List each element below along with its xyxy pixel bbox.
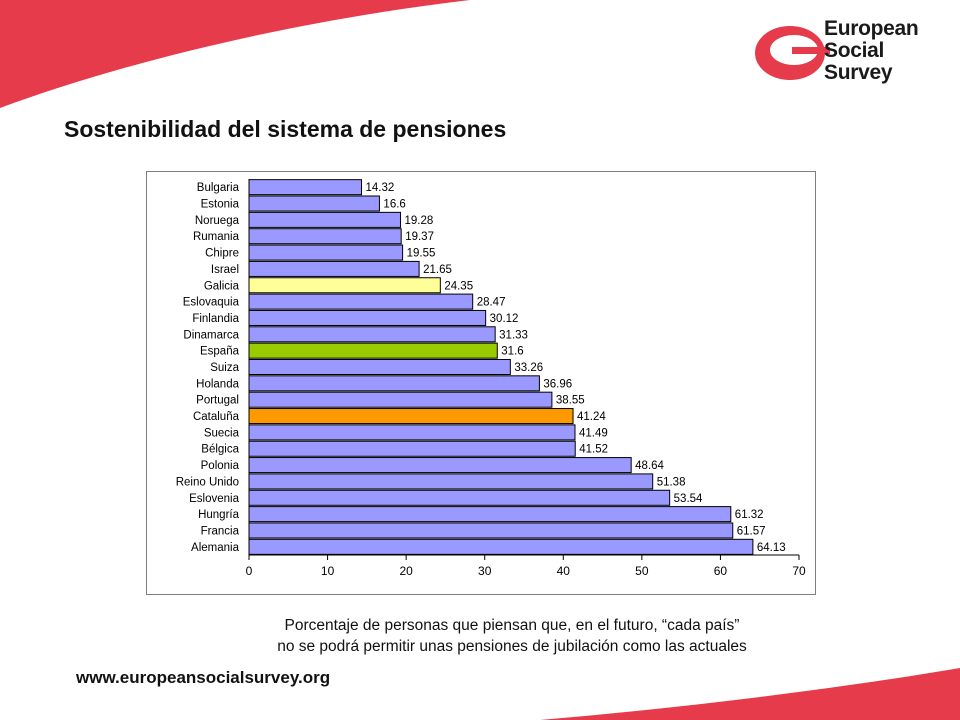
bar-22	[248, 538, 754, 555]
category-label-7: Eslovaquia	[183, 297, 240, 309]
category-label-4: Chipre	[205, 248, 239, 260]
ess-logo-text: European Social Survey	[824, 17, 919, 84]
bar-chart: Bulgaria 14.32 Estonia 16.6 Noruega 19.28 Ruma…	[176, 179, 806, 578]
bar-8	[248, 309, 487, 326]
value-label-19: 53.54	[674, 493, 703, 505]
value-label-11: 33.26	[514, 362, 543, 374]
x-tick-label-1: 10	[321, 564, 335, 578]
footer-swoosh	[540, 668, 960, 720]
category-label-17: Polonia	[201, 460, 240, 472]
bar-14	[248, 408, 574, 425]
bar-20	[248, 506, 732, 523]
value-label-4: 19.55	[407, 248, 436, 260]
bar-0	[248, 179, 363, 196]
bar-21	[248, 522, 734, 539]
caption-line-2: no se podrá permitir unas pensiones de j…	[277, 638, 747, 655]
chart-frame: Bulgaria 14.32 Estonia 16.6 Noruega 19.28 Ruma…	[146, 171, 816, 595]
bar-9	[248, 326, 496, 343]
ess-logo: European Social Survey	[752, 18, 942, 88]
value-label-2: 19.28	[404, 215, 433, 227]
bar-1	[248, 195, 380, 212]
value-label-15: 41.49	[579, 427, 608, 439]
category-label-0: Bulgaria	[197, 182, 240, 194]
bar-5	[248, 260, 420, 277]
category-label-3: Rumania	[193, 231, 240, 243]
category-label-11: Suiza	[210, 362, 239, 374]
value-label-8: 30.12	[490, 313, 519, 325]
logo-line-1: European	[824, 17, 919, 40]
bar-7	[248, 293, 474, 310]
bar-19	[248, 489, 671, 506]
logo-line-2: Social	[824, 39, 885, 62]
bar-16	[248, 440, 576, 457]
bar-18	[248, 473, 654, 490]
category-label-10: España	[200, 346, 240, 358]
value-label-22: 64.13	[757, 542, 786, 554]
category-label-1: Estonia	[201, 199, 240, 211]
bar-3	[248, 228, 402, 245]
category-label-6: Galicia	[204, 280, 240, 292]
bar-10	[248, 342, 498, 359]
value-label-14: 41.24	[577, 411, 606, 423]
bar-2	[248, 211, 401, 228]
value-label-0: 14.32	[366, 182, 395, 194]
category-label-5: Israel	[211, 264, 239, 276]
bar-11	[248, 358, 511, 376]
category-label-8: Finlandia	[192, 313, 239, 325]
bar-15	[248, 424, 576, 441]
category-label-14: Cataluña	[193, 411, 240, 423]
chart-caption: Porcentaje de personas que piensan que, …	[212, 615, 812, 657]
value-label-21: 61.57	[737, 525, 766, 537]
category-label-19: Eslovenia	[189, 493, 239, 505]
category-label-16: Bélgica	[201, 444, 239, 456]
value-label-3: 19.37	[405, 231, 434, 243]
value-label-13: 38.55	[556, 395, 585, 407]
x-tick-label-2: 20	[399, 564, 413, 578]
header-swoosh	[0, 0, 470, 108]
category-label-22: Alemania	[191, 542, 240, 554]
value-label-5: 21.65	[423, 264, 452, 276]
x-tick-label-7: 70	[792, 564, 806, 578]
bar-12	[248, 375, 540, 392]
category-label-20: Hungría	[198, 509, 240, 521]
category-label-18: Reino Unido	[176, 476, 239, 488]
value-label-1: 16.6	[383, 199, 405, 211]
bar-13	[248, 391, 553, 408]
value-label-7: 28.47	[477, 297, 506, 309]
bar-17	[248, 457, 632, 474]
ess-logo-mark	[755, 26, 830, 80]
x-tick-label-6: 60	[714, 564, 728, 578]
bar-4	[248, 244, 404, 261]
caption-line-1: Porcentaje de personas que piensan que, …	[284, 617, 740, 634]
category-label-13: Portugal	[196, 395, 239, 407]
x-tick-label-3: 30	[478, 564, 492, 578]
value-label-20: 61.32	[735, 509, 764, 521]
page-title: Sostenibilidad del sistema de pensiones	[64, 116, 507, 142]
category-label-15: Suecia	[204, 427, 240, 439]
value-label-9: 31.33	[499, 329, 528, 341]
value-label-18: 51.38	[657, 476, 686, 488]
x-tick-label-4: 40	[557, 564, 571, 578]
value-label-10: 31.6	[501, 346, 523, 358]
bar-6	[248, 277, 441, 294]
value-label-6: 24.35	[444, 280, 473, 292]
value-label-12: 36.96	[543, 378, 572, 390]
x-tick-label-5: 50	[635, 564, 649, 578]
category-label-21: Francia	[201, 525, 240, 537]
x-tick-label-0: 0	[246, 564, 253, 578]
category-label-12: Holanda	[196, 378, 239, 390]
logo-line-3: Survey	[824, 61, 893, 84]
category-label-2: Noruega	[195, 215, 240, 227]
website-link[interactable]: www.europeansocialsurvey.org	[76, 668, 331, 687]
value-label-17: 48.64	[635, 460, 664, 472]
category-label-9: Dinamarca	[183, 329, 239, 341]
value-label-16: 41.52	[579, 444, 608, 456]
